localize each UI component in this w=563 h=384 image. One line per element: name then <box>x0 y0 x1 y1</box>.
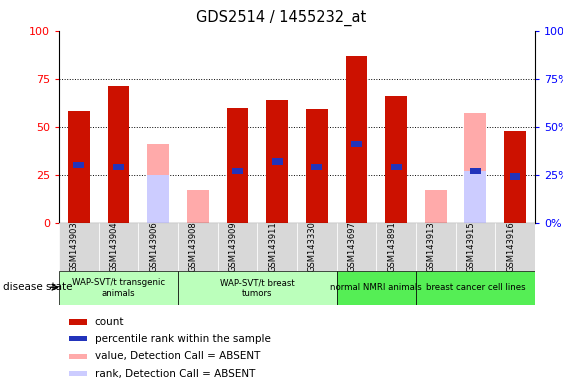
Bar <box>416 271 535 305</box>
Text: GSM143913: GSM143913 <box>427 221 436 272</box>
Bar <box>297 223 337 271</box>
Text: normal NMRI animals: normal NMRI animals <box>330 283 422 293</box>
Text: GSM143916: GSM143916 <box>506 221 515 272</box>
Bar <box>272 158 283 165</box>
Text: percentile rank within the sample: percentile rank within the sample <box>95 334 271 344</box>
Text: GSM143915: GSM143915 <box>466 222 475 272</box>
Bar <box>232 167 243 174</box>
Bar <box>311 164 322 170</box>
Bar <box>108 86 129 223</box>
Text: GSM143911: GSM143911 <box>268 222 277 272</box>
Bar <box>495 223 535 271</box>
Bar <box>376 223 416 271</box>
Bar <box>69 319 87 324</box>
Bar <box>385 96 407 223</box>
Bar <box>218 223 257 271</box>
Text: value, Detection Call = ABSENT: value, Detection Call = ABSENT <box>95 351 260 361</box>
Bar <box>510 173 520 180</box>
Bar <box>416 223 455 271</box>
Text: GSM143330: GSM143330 <box>308 221 317 272</box>
Bar <box>69 354 87 359</box>
Text: GSM143891: GSM143891 <box>387 221 396 272</box>
Text: GSM143906: GSM143906 <box>149 221 158 272</box>
Bar <box>306 109 328 223</box>
Bar <box>464 113 486 223</box>
Text: disease state: disease state <box>3 282 72 292</box>
Text: WAP-SVT/t transgenic
animals: WAP-SVT/t transgenic animals <box>72 278 165 298</box>
Text: rank, Detection Call = ABSENT: rank, Detection Call = ABSENT <box>95 369 255 379</box>
Bar <box>69 371 87 376</box>
Bar <box>337 271 416 305</box>
Text: GSM143697: GSM143697 <box>347 221 356 272</box>
Bar <box>227 108 248 223</box>
Text: GDS2514 / 1455232_at: GDS2514 / 1455232_at <box>196 10 367 26</box>
Text: GSM143903: GSM143903 <box>70 221 79 272</box>
Text: GSM143904: GSM143904 <box>110 222 119 272</box>
Text: GSM143909: GSM143909 <box>229 222 238 272</box>
Bar <box>68 111 90 223</box>
Bar <box>346 56 367 223</box>
Bar <box>178 271 337 305</box>
Bar <box>455 223 495 271</box>
Text: count: count <box>95 317 124 327</box>
Bar <box>470 167 481 174</box>
Text: WAP-SVT/t breast
tumors: WAP-SVT/t breast tumors <box>220 278 294 298</box>
Bar <box>337 223 376 271</box>
Text: breast cancer cell lines: breast cancer cell lines <box>426 283 525 293</box>
Bar <box>425 190 446 223</box>
Text: GSM143908: GSM143908 <box>189 221 198 272</box>
Bar <box>351 141 362 147</box>
Bar <box>74 162 84 169</box>
Bar <box>257 223 297 271</box>
Bar <box>113 164 124 170</box>
Bar <box>148 175 169 223</box>
Bar <box>138 223 178 271</box>
Bar <box>178 223 218 271</box>
Bar <box>59 223 99 271</box>
Bar <box>504 131 526 223</box>
Bar <box>99 223 138 271</box>
Bar <box>59 271 178 305</box>
Bar <box>391 164 401 170</box>
Bar <box>69 336 87 341</box>
Bar <box>464 171 486 223</box>
Bar <box>187 190 209 223</box>
Bar <box>148 144 169 223</box>
Bar <box>266 100 288 223</box>
